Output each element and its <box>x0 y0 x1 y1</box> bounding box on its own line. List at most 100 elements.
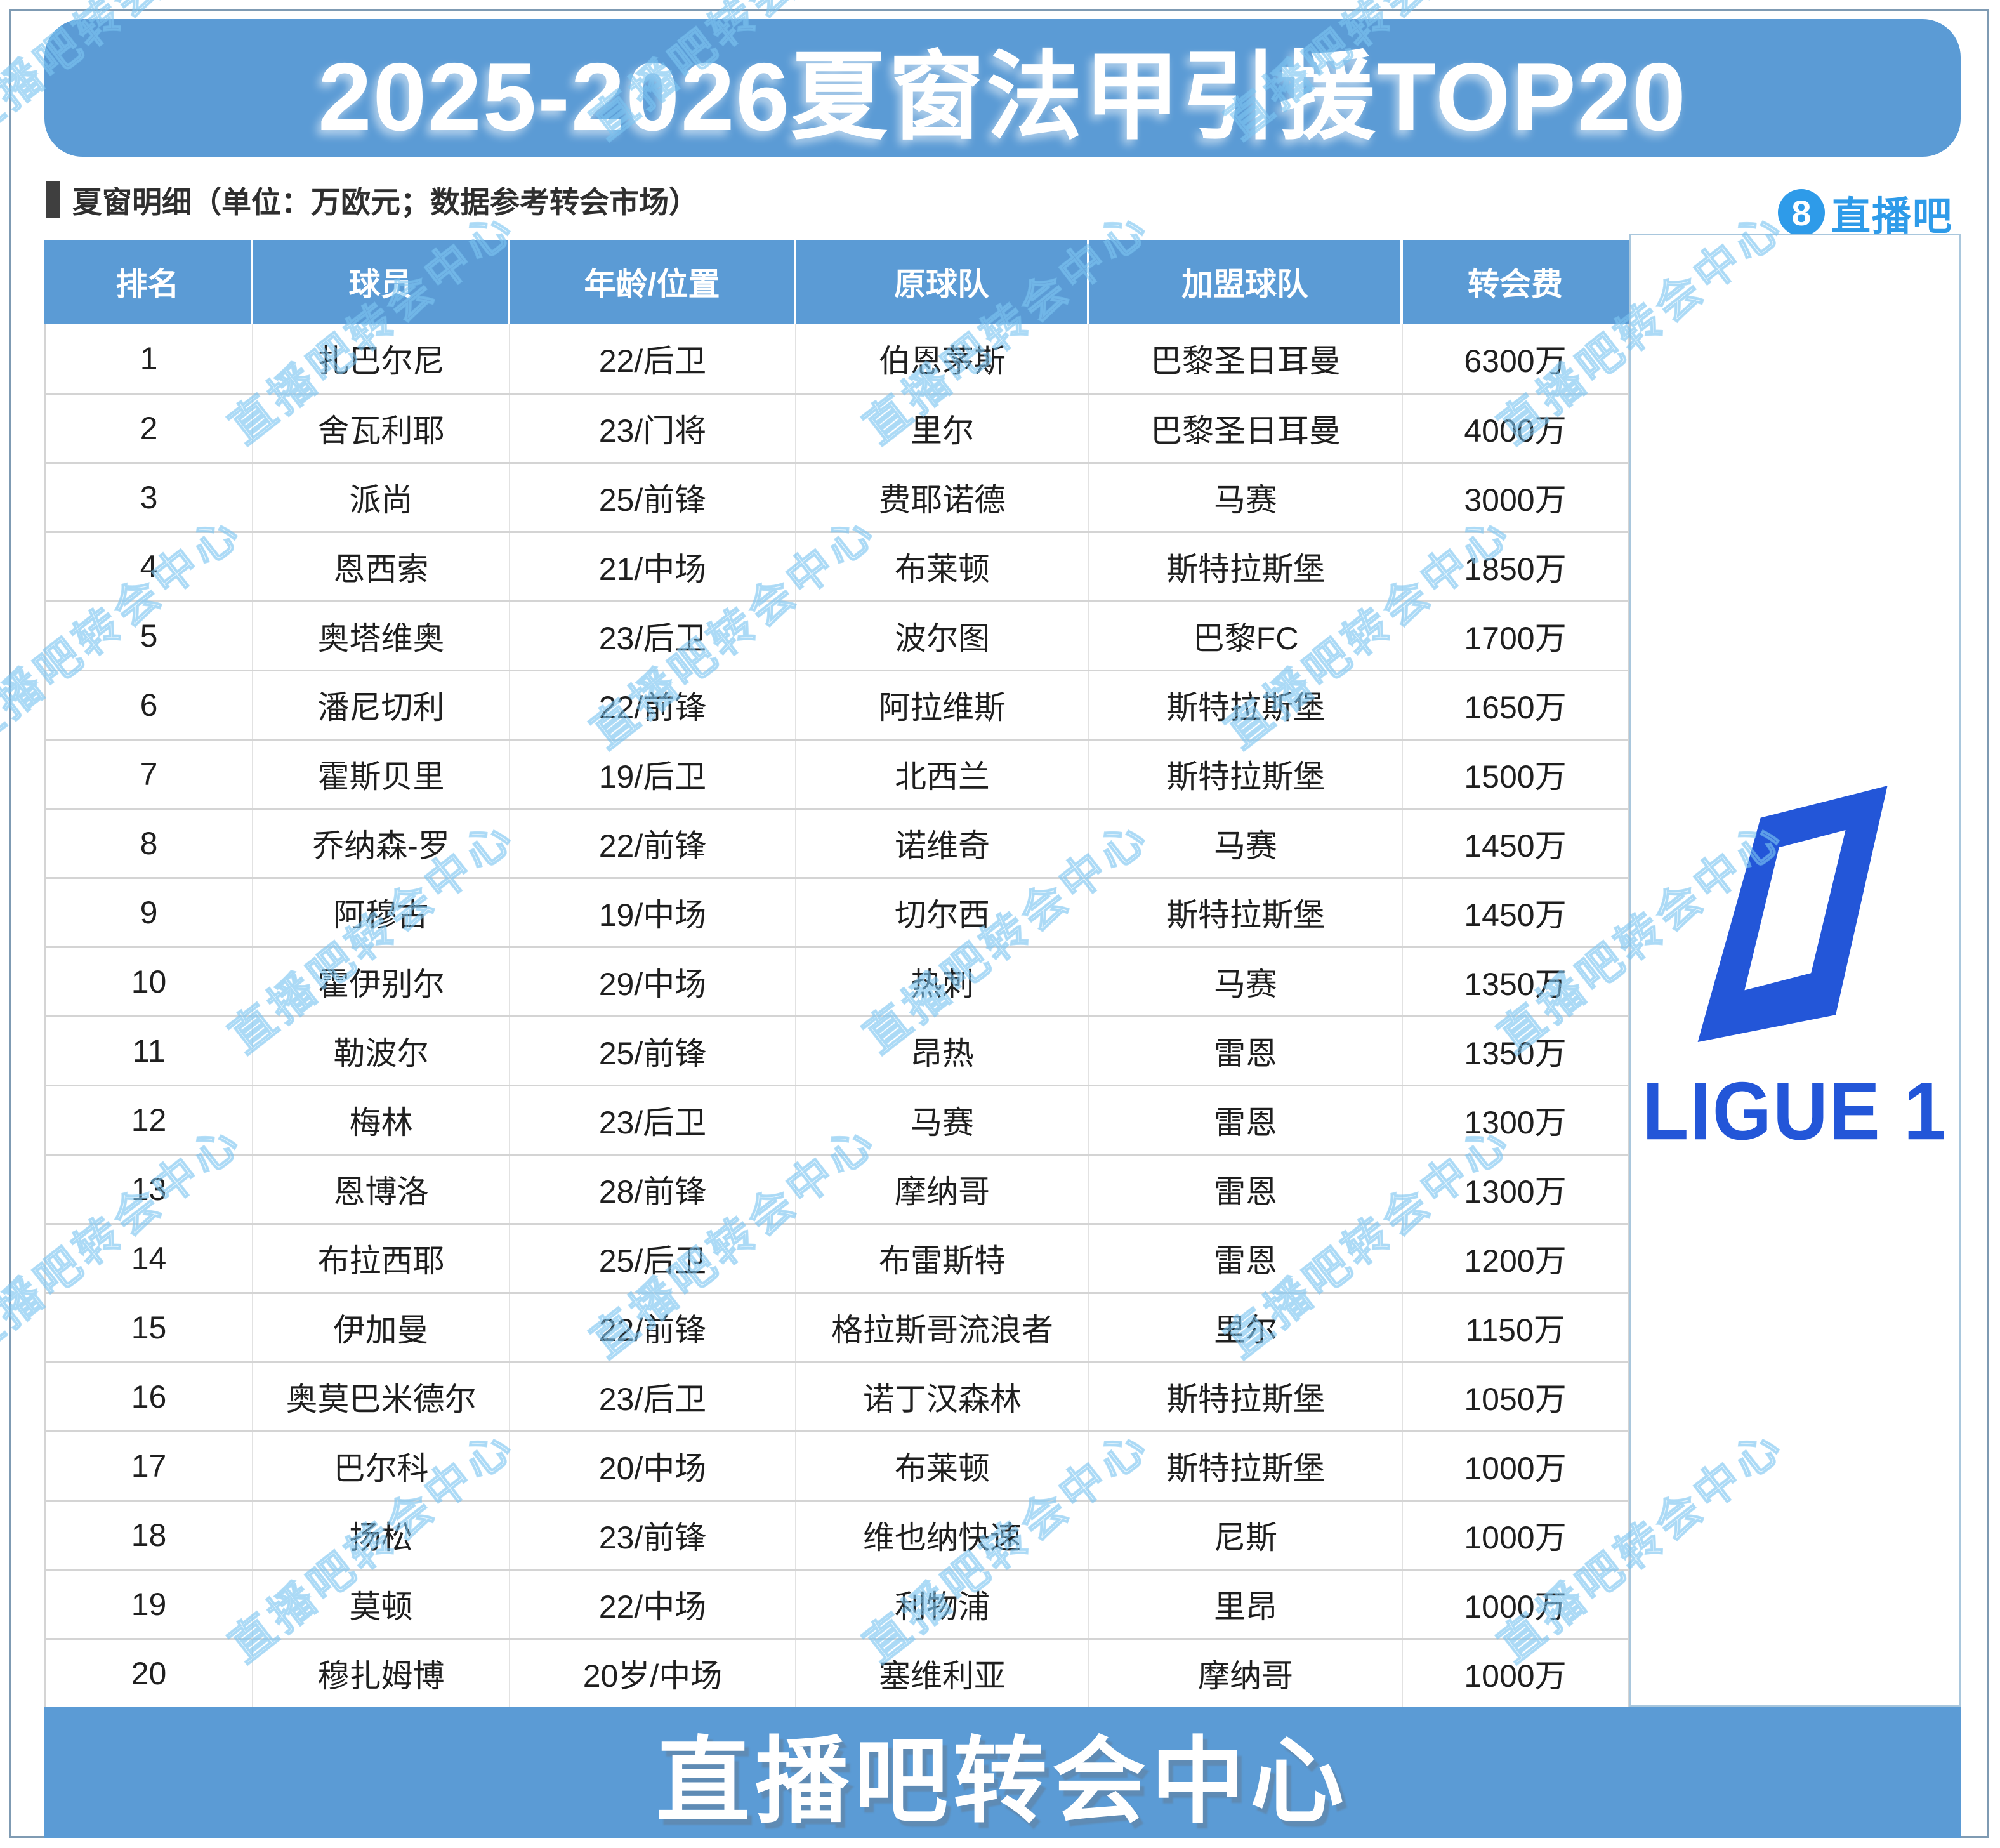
table-row: 10 霍伊别尔 29/中场 热刺 马赛 1350万 <box>46 946 1628 1015</box>
cell-from-club: 阿拉维斯 <box>795 671 1088 739</box>
table-header: 排名 球员 年龄/位置 原球队 加盟球队 转会费 <box>44 240 1629 324</box>
col-header-age-position: 年龄/位置 <box>508 240 794 324</box>
cell-fee: 1000万 <box>1402 1502 1628 1569</box>
subtitle: 夏窗明细（单位：万欧元；数据参考转会市场） <box>46 180 699 219</box>
cell-from-club: 布莱顿 <box>795 1432 1088 1500</box>
cell-to-club: 里尔 <box>1088 1294 1402 1361</box>
cell-age-position: 21/中场 <box>509 533 795 600</box>
cell-age-position: 19/后卫 <box>509 741 795 808</box>
cell-rank: 14 <box>131 1241 167 1276</box>
cell-player: 霍斯贝里 <box>252 741 509 808</box>
cell-age-position: 22/中场 <box>509 1571 795 1638</box>
cell-rank: 7 <box>140 756 158 792</box>
cell-age-position: 25/前锋 <box>509 464 795 531</box>
cell-fee: 1650万 <box>1402 671 1628 739</box>
cell-age-position: 22/前锋 <box>509 671 795 739</box>
zhibo8-logo-text: 直播吧 <box>1831 195 1954 239</box>
footer-banner: 直播吧转会中心 <box>44 1707 1961 1838</box>
table-row: 8 乔纳森-罗 22/前锋 诺维奇 马赛 1450万 <box>46 808 1628 877</box>
cell-fee: 1050万 <box>1402 1363 1628 1430</box>
cell-rank: 2 <box>140 411 158 446</box>
cell-from-club: 格拉斯哥流浪者 <box>795 1294 1088 1361</box>
cell-player: 巴尔科 <box>252 1432 509 1500</box>
cell-fee: 1450万 <box>1402 810 1628 877</box>
cell-rank: 3 <box>140 480 158 515</box>
cell-to-club: 斯特拉斯堡 <box>1088 1363 1402 1430</box>
cell-fee: 1450万 <box>1402 879 1628 946</box>
cell-player: 恩博洛 <box>252 1156 509 1223</box>
table-row: 3 派尚 25/前锋 费耶诺德 马赛 3000万 <box>46 462 1628 531</box>
table-row: 17 巴尔科 20/中场 布莱顿 斯特拉斯堡 1000万 <box>46 1430 1628 1500</box>
cell-rank: 9 <box>140 895 158 930</box>
page-title: 2025-2026夏窗法甲引援TOP20 <box>318 43 1687 151</box>
cell-fee: 1150万 <box>1402 1294 1628 1361</box>
cell-from-club: 切尔西 <box>795 879 1088 946</box>
cell-age-position: 25/前锋 <box>509 1017 795 1085</box>
cell-age-position: 22/前锋 <box>509 1294 795 1361</box>
cell-to-club: 马赛 <box>1088 810 1402 877</box>
cell-fee: 4000万 <box>1402 395 1628 462</box>
table-row: 9 阿穆古 19/中场 切尔西 斯特拉斯堡 1450万 <box>46 877 1628 946</box>
ligue1-logo-icon <box>1697 786 1888 1042</box>
cell-fee: 1500万 <box>1402 741 1628 808</box>
table-row: 2 舍瓦利耶 23/门将 里尔 巴黎圣日耳曼 4000万 <box>46 393 1628 462</box>
transfer-table: 排名 球员 年龄/位置 原球队 加盟球队 转会费 1 扎巴尔尼 22/后卫 伯恩茅斯巴… <box>44 240 1629 1708</box>
cell-rank: 5 <box>140 618 158 654</box>
cell-to-club: 巴黎FC <box>1088 602 1402 670</box>
footer-banner-text: 直播吧转会中心 <box>656 1729 1349 1834</box>
cell-player: 梅林 <box>252 1086 509 1154</box>
col-header-rank: 排名 <box>115 267 180 302</box>
table-row: 20 穆扎姆博 20岁/中场 塞维利亚 摩纳哥 1000万 <box>46 1638 1628 1707</box>
cell-age-position: 25/后卫 <box>509 1225 795 1292</box>
cell-player: 潘尼切利 <box>252 671 509 739</box>
title-banner: 2025-2026夏窗法甲引援TOP20 <box>44 19 1961 157</box>
table-row: 5 奥塔维奥 23/后卫 波尔图 巴黎FC 1700万 <box>46 600 1628 670</box>
cell-player: 阿穆古 <box>252 879 509 946</box>
cell-rank: 8 <box>140 826 158 861</box>
cell-player: 奥莫巴米德尔 <box>252 1363 509 1430</box>
cell-from-club: 热刺 <box>795 948 1088 1015</box>
cell-age-position: 19/中场 <box>509 879 795 946</box>
cell-age-position: 23/后卫 <box>509 1363 795 1430</box>
cell-player: 扬松 <box>252 1502 509 1569</box>
cell-from-club: 波尔图 <box>795 602 1088 670</box>
right-panel: LIGUE 1 <box>1629 234 1961 1707</box>
cell-rank: 17 <box>131 1448 167 1484</box>
cell-age-position: 23/后卫 <box>509 602 795 670</box>
cell-rank: 18 <box>131 1517 167 1553</box>
col-header-from-club: 原球队 <box>794 240 1087 324</box>
cell-player: 布拉西耶 <box>252 1225 509 1292</box>
cell-from-club: 里尔 <box>795 395 1088 462</box>
cell-age-position: 23/前锋 <box>509 1502 795 1569</box>
cell-age-position: 22/后卫 <box>509 324 795 393</box>
cell-age-position: 29/中场 <box>509 948 795 1015</box>
cell-player: 扎巴尔尼 <box>252 324 509 393</box>
cell-fee: 1350万 <box>1402 1017 1628 1085</box>
cell-fee: 1000万 <box>1402 1432 1628 1500</box>
col-header-player: 球员 <box>251 240 508 324</box>
cell-to-club: 斯特拉斯堡 <box>1088 741 1402 808</box>
cell-rank: 10 <box>131 964 167 1000</box>
cell-rank: 12 <box>131 1102 167 1138</box>
table-row: 4 恩西索 21/中场 布莱顿 斯特拉斯堡 1850万 <box>46 531 1628 600</box>
cell-rank: 6 <box>140 687 158 723</box>
table-row: 6 潘尼切利 22/前锋 阿拉维斯 斯特拉斯堡 1650万 <box>46 670 1628 739</box>
cell-age-position: 28/前锋 <box>509 1156 795 1223</box>
cell-player: 伊加曼 <box>252 1294 509 1361</box>
cell-to-club: 里昂 <box>1088 1571 1402 1638</box>
table-body: 1 扎巴尔尼 22/后卫 伯恩茅斯 巴黎圣日耳曼 6300万 2 舍瓦利耶 23/门将 里尔 巴黎圣… <box>44 324 1629 1708</box>
cell-player: 莫顿 <box>252 1571 509 1638</box>
cell-from-club: 昂热 <box>795 1017 1088 1085</box>
cell-age-position: 23/后卫 <box>509 1086 795 1154</box>
cell-player: 勒波尔 <box>252 1017 509 1085</box>
cell-fee: 1200万 <box>1402 1225 1628 1292</box>
table-row: 7 霍斯贝里 19/后卫 北西兰 斯特拉斯堡 1500万 <box>46 739 1628 808</box>
cell-player: 奥塔维奥 <box>252 602 509 670</box>
cell-to-club: 斯特拉斯堡 <box>1088 533 1402 600</box>
col-header-to-club: 加盟球队 <box>1087 240 1400 324</box>
cell-to-club: 巴黎圣日耳曼 <box>1088 324 1402 393</box>
cell-fee: 6300万 <box>1402 324 1628 393</box>
cell-from-club: 费耶诺德 <box>795 464 1088 531</box>
cell-from-club: 维也纳快速 <box>795 1502 1088 1569</box>
cell-from-club: 摩纳哥 <box>795 1156 1088 1223</box>
